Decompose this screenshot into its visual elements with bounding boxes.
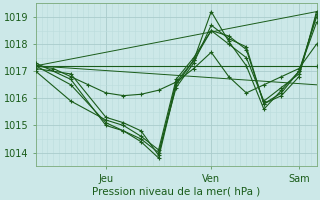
X-axis label: Pression niveau de la mer( hPa ): Pression niveau de la mer( hPa )	[92, 187, 260, 197]
